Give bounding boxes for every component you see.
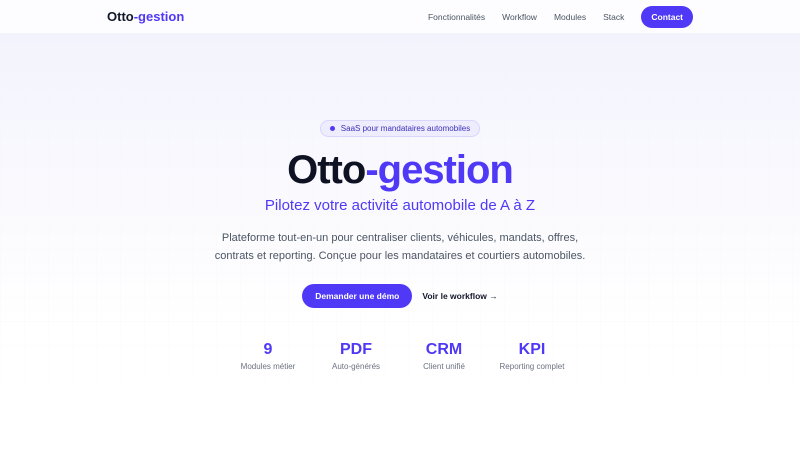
nav-link-stack[interactable]: Stack — [603, 11, 625, 22]
nav-link-fonctionnalites[interactable]: Fonctionnalités — [427, 11, 486, 22]
stat-label: Client unifié — [423, 362, 465, 371]
hero-subtitle: Pilotez votre activité automobile de A à… — [264, 197, 536, 214]
logo-main: Otto — [107, 9, 134, 24]
stat-label: Auto-générés — [331, 362, 381, 371]
hero-description: Plateforme tout-en-un pour centraliser c… — [0, 229, 800, 265]
stat-value: 9 — [263, 341, 273, 358]
hero-title: Otto-gestion — [0, 148, 800, 193]
dot-icon — [329, 126, 335, 131]
stat-item: PDF Auto-générés — [312, 341, 400, 371]
title-main: Otto — [287, 148, 366, 192]
request-demo-button[interactable]: Demander une démo — [302, 284, 413, 308]
stat-value: CRM — [425, 341, 463, 358]
badge-text: SaaS pour mandataires automobiles — [340, 124, 471, 133]
stat-value: KPI — [518, 341, 546, 358]
stat-item: 9 Modules métier — [224, 341, 312, 371]
arrow-right-icon: → — [489, 291, 498, 301]
description-line: Plateforme tout-en-un pour centraliser c… — [221, 232, 579, 244]
logo[interactable]: Otto-gestion — [107, 9, 184, 24]
hero-background — [0, 34, 800, 394]
view-workflow-link[interactable]: Voir le workflow → — [422, 291, 497, 301]
contact-button[interactable]: Contact — [641, 5, 693, 28]
stat-label: Reporting complet — [499, 362, 565, 371]
stat-item: CRM Client unifié — [400, 341, 488, 371]
view-workflow-label: Voir le workflow — [422, 291, 487, 301]
nav-link-workflow[interactable]: Workflow — [502, 11, 537, 22]
stats-row: 9 Modules métier PDF Auto-générés CRM Clien… — [0, 341, 800, 371]
stat-item: KPI Reporting complet — [488, 341, 576, 371]
stat-label: Modules métier — [240, 362, 296, 371]
logo-accent: -gestion — [133, 9, 185, 24]
title-accent: -gestion — [365, 148, 514, 192]
hero-badge: SaaS pour mandataires automobiles — [319, 120, 481, 137]
stat-value: PDF — [340, 341, 372, 358]
nav-link-modules[interactable]: Modules — [553, 11, 587, 22]
navbar: Otto-gestion Fonctionnalités Workflow Mo… — [0, 0, 800, 34]
description-line: contrats et reporting. Conçue pour les m… — [214, 250, 586, 262]
